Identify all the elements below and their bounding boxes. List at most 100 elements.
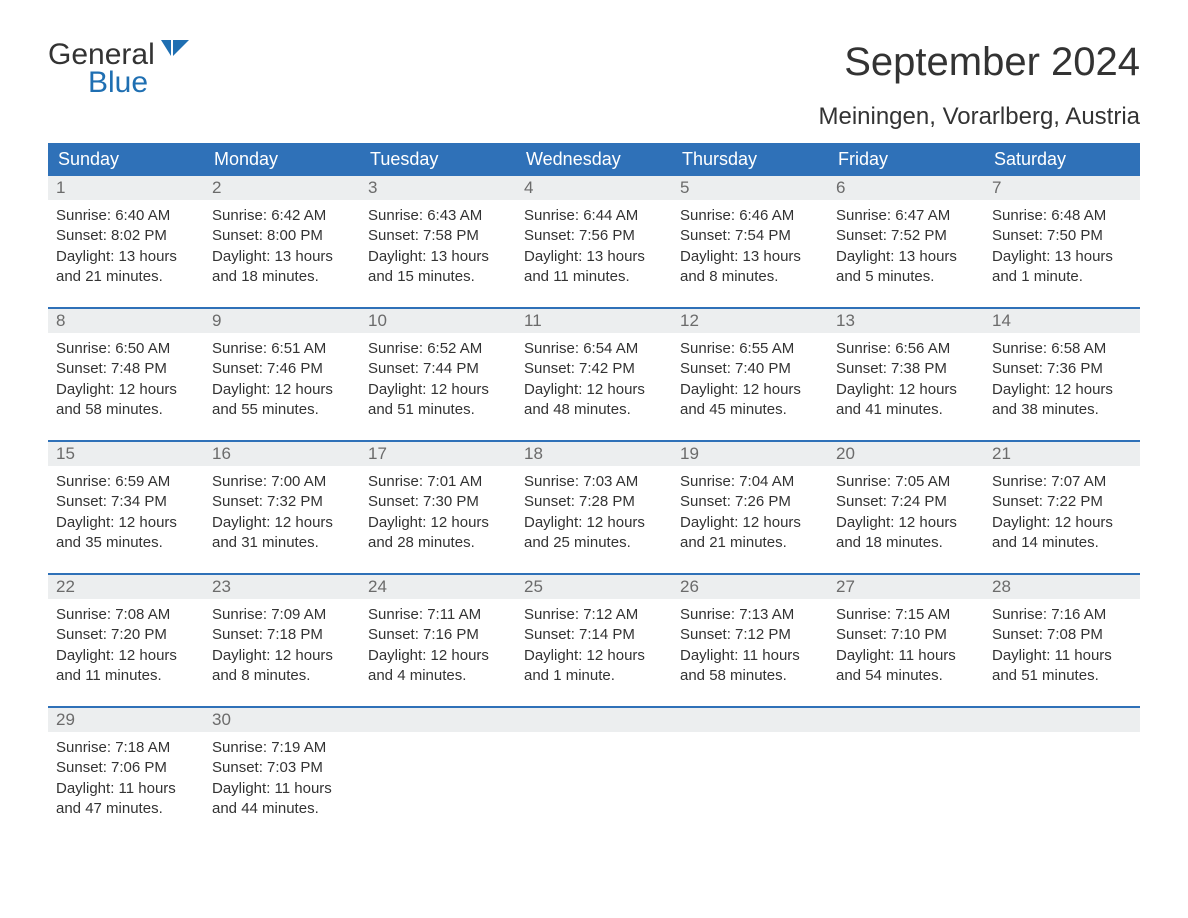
daylight-text: Daylight: 12 hours and 48 minutes. bbox=[524, 380, 664, 421]
day-number: 16 bbox=[204, 442, 360, 466]
day-number: 24 bbox=[360, 575, 516, 599]
daylight-text: Daylight: 11 hours and 54 minutes. bbox=[836, 646, 976, 687]
daylight-text: Daylight: 12 hours and 31 minutes. bbox=[212, 513, 352, 554]
day-number bbox=[984, 708, 1140, 732]
day-number: 18 bbox=[516, 442, 672, 466]
day-cell: 4Sunrise: 6:44 AMSunset: 7:56 PMDaylight… bbox=[516, 176, 672, 297]
sunset-text: Sunset: 7:08 PM bbox=[992, 625, 1132, 645]
day-body: Sunrise: 7:03 AMSunset: 7:28 PMDaylight:… bbox=[516, 466, 672, 563]
weeks-container: 1Sunrise: 6:40 AMSunset: 8:02 PMDaylight… bbox=[48, 176, 1140, 829]
day-number: 4 bbox=[516, 176, 672, 200]
dow-saturday: Saturday bbox=[984, 143, 1140, 176]
day-number: 3 bbox=[360, 176, 516, 200]
week-row: 22Sunrise: 7:08 AMSunset: 7:20 PMDayligh… bbox=[48, 573, 1140, 696]
day-cell: 6Sunrise: 6:47 AMSunset: 7:52 PMDaylight… bbox=[828, 176, 984, 297]
week-row: 29Sunrise: 7:18 AMSunset: 7:06 PMDayligh… bbox=[48, 706, 1140, 829]
sunrise-text: Sunrise: 6:47 AM bbox=[836, 206, 976, 226]
daylight-text: Daylight: 12 hours and 35 minutes. bbox=[56, 513, 196, 554]
day-cell: 2Sunrise: 6:42 AMSunset: 8:00 PMDaylight… bbox=[204, 176, 360, 297]
sunset-text: Sunset: 7:42 PM bbox=[524, 359, 664, 379]
day-cell: 16 Sunrise: 7:00 AMSunset: 7:32 PMDayligh… bbox=[204, 442, 360, 563]
day-number: 9 bbox=[204, 309, 360, 333]
day-cell: 5Sunrise: 6:46 AMSunset: 7:54 PMDaylight… bbox=[672, 176, 828, 297]
sunrise-text: Sunrise: 6:51 AM bbox=[212, 339, 352, 359]
day-body: Sunrise: 7:05 AMSunset: 7:24 PMDaylight:… bbox=[828, 466, 984, 563]
day-number: 20 bbox=[828, 442, 984, 466]
day-number bbox=[516, 708, 672, 732]
sunrise-text: Sunrise: 7:12 AM bbox=[524, 605, 664, 625]
sunrise-text: Sunrise: 7:13 AM bbox=[680, 605, 820, 625]
day-number: 17 bbox=[360, 442, 516, 466]
day-cell: 14Sunrise: 6:58 AMSunset: 7:36 PMDayligh… bbox=[984, 309, 1140, 430]
day-cell: 11Sunrise: 6:54 AMSunset: 7:42 PMDayligh… bbox=[516, 309, 672, 430]
day-body: Sunrise: 6:43 AMSunset: 7:58 PMDaylight:… bbox=[360, 200, 516, 297]
sunrise-text: Sunrise: 6:48 AM bbox=[992, 206, 1132, 226]
sunrise-text: Sunrise: 7:08 AM bbox=[56, 605, 196, 625]
sunrise-text: Sunrise: 7:15 AM bbox=[836, 605, 976, 625]
day-body: Sunrise: 7:16 AMSunset: 7:08 PMDaylight:… bbox=[984, 599, 1140, 696]
day-cell: 22 Sunrise: 7:08 AMSunset: 7:20 PMDayligh… bbox=[48, 575, 204, 696]
day-body: Sunrise: 6:58 AMSunset: 7:36 PMDaylight:… bbox=[984, 333, 1140, 430]
day-cell: 29Sunrise: 7:18 AMSunset: 7:06 PMDayligh… bbox=[48, 708, 204, 829]
week-row: 15Sunrise: 6:59 AMSunset: 7:34 PMDayligh… bbox=[48, 440, 1140, 563]
day-body bbox=[672, 732, 828, 802]
sunset-text: Sunset: 7:58 PM bbox=[368, 226, 508, 246]
sunrise-text: Sunrise: 7:00 AM bbox=[212, 472, 352, 492]
sunrise-text: Sunrise: 7:01 AM bbox=[368, 472, 508, 492]
sunset-text: Sunset: 7:20 PM bbox=[56, 625, 196, 645]
dow-wednesday: Wednesday bbox=[516, 143, 672, 176]
day-number: 10 bbox=[360, 309, 516, 333]
day-body: Sunrise: 7:04 AMSunset: 7:26 PMDaylight:… bbox=[672, 466, 828, 563]
dow-thursday: Thursday bbox=[672, 143, 828, 176]
daylight-text: Daylight: 12 hours and 58 minutes. bbox=[56, 380, 196, 421]
day-body: Sunrise: 6:42 AMSunset: 8:00 PMDaylight:… bbox=[204, 200, 360, 297]
day-cell: 10Sunrise: 6:52 AMSunset: 7:44 PMDayligh… bbox=[360, 309, 516, 430]
day-number: 27 bbox=[828, 575, 984, 599]
day-cell: 15Sunrise: 6:59 AMSunset: 7:34 PMDayligh… bbox=[48, 442, 204, 563]
day-cell: 25Sunrise: 7:12 AMSunset: 7:14 PMDayligh… bbox=[516, 575, 672, 696]
sunrise-text: Sunrise: 7:11 AM bbox=[368, 605, 508, 625]
sunset-text: Sunset: 7:28 PM bbox=[524, 492, 664, 512]
day-number: 15 bbox=[48, 442, 204, 466]
daylight-text: Daylight: 12 hours and 41 minutes. bbox=[836, 380, 976, 421]
day-number: 25 bbox=[516, 575, 672, 599]
day-cell: 24Sunrise: 7:11 AMSunset: 7:16 PMDayligh… bbox=[360, 575, 516, 696]
day-number: 22 bbox=[48, 575, 204, 599]
daylight-text: Daylight: 13 hours and 1 minute. bbox=[992, 247, 1132, 288]
logo-text-blue: Blue bbox=[88, 68, 189, 98]
day-body: Sunrise: 7:09 AMSunset: 7:18 PMDaylight:… bbox=[204, 599, 360, 696]
sunrise-text: Sunrise: 6:59 AM bbox=[56, 472, 196, 492]
daylight-text: Daylight: 12 hours and 18 minutes. bbox=[836, 513, 976, 554]
day-body: Sunrise: 6:52 AMSunset: 7:44 PMDaylight:… bbox=[360, 333, 516, 430]
daylight-text: Daylight: 11 hours and 58 minutes. bbox=[680, 646, 820, 687]
sunset-text: Sunset: 7:32 PM bbox=[212, 492, 352, 512]
day-body: Sunrise: 7:19 AMSunset: 7:03 PMDaylight:… bbox=[204, 732, 360, 829]
week-row: 1Sunrise: 6:40 AMSunset: 8:02 PMDaylight… bbox=[48, 176, 1140, 297]
day-of-week-header: Sunday Monday Tuesday Wednesday Thursday… bbox=[48, 143, 1140, 176]
day-body: Sunrise: 7:15 AMSunset: 7:10 PMDaylight:… bbox=[828, 599, 984, 696]
day-cell: 9Sunrise: 6:51 AMSunset: 7:46 PMDaylight… bbox=[204, 309, 360, 430]
daylight-text: Daylight: 12 hours and 55 minutes. bbox=[212, 380, 352, 421]
sunset-text: Sunset: 7:03 PM bbox=[212, 758, 352, 778]
week-row: 8Sunrise: 6:50 AMSunset: 7:48 PMDaylight… bbox=[48, 307, 1140, 430]
day-number bbox=[672, 708, 828, 732]
day-body: Sunrise: 6:59 AMSunset: 7:34 PMDaylight:… bbox=[48, 466, 204, 563]
day-body: Sunrise: 7:18 AMSunset: 7:06 PMDaylight:… bbox=[48, 732, 204, 829]
daylight-text: Daylight: 12 hours and 4 minutes. bbox=[368, 646, 508, 687]
sunrise-text: Sunrise: 7:04 AM bbox=[680, 472, 820, 492]
day-body: Sunrise: 6:46 AMSunset: 7:54 PMDaylight:… bbox=[672, 200, 828, 297]
day-number: 14 bbox=[984, 309, 1140, 333]
day-number: 7 bbox=[984, 176, 1140, 200]
day-cell: 8Sunrise: 6:50 AMSunset: 7:48 PMDaylight… bbox=[48, 309, 204, 430]
sunset-text: Sunset: 7:40 PM bbox=[680, 359, 820, 379]
day-cell: 19Sunrise: 7:04 AMSunset: 7:26 PMDayligh… bbox=[672, 442, 828, 563]
daylight-text: Daylight: 12 hours and 11 minutes. bbox=[56, 646, 196, 687]
sunrise-text: Sunrise: 6:44 AM bbox=[524, 206, 664, 226]
day-cell: 7Sunrise: 6:48 AMSunset: 7:50 PMDaylight… bbox=[984, 176, 1140, 297]
day-number: 26 bbox=[672, 575, 828, 599]
day-number: 13 bbox=[828, 309, 984, 333]
day-number: 28 bbox=[984, 575, 1140, 599]
dow-tuesday: Tuesday bbox=[360, 143, 516, 176]
sunset-text: Sunset: 7:48 PM bbox=[56, 359, 196, 379]
daylight-text: Daylight: 13 hours and 18 minutes. bbox=[212, 247, 352, 288]
